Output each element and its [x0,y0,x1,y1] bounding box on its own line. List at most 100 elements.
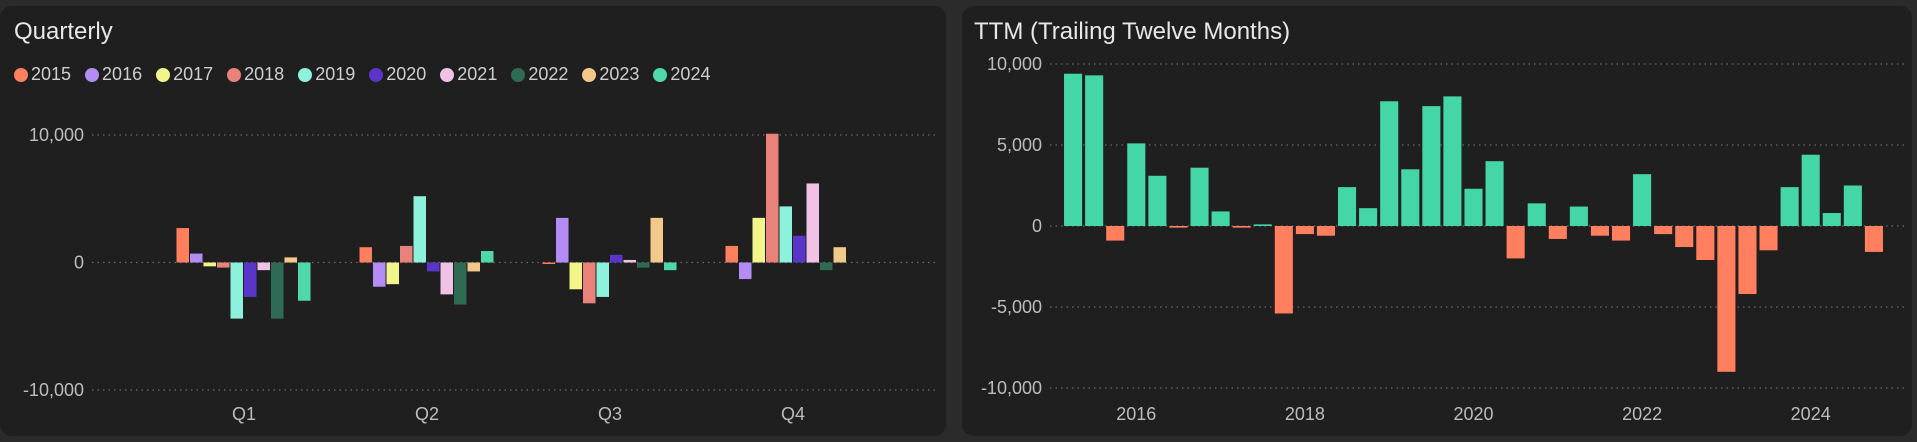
ttm-bar[interactable] [1590,226,1609,236]
ttm-bar[interactable] [1211,211,1230,226]
bar-Q1-2019[interactable] [230,262,244,319]
ttm-bar[interactable] [1064,73,1083,226]
ttm-bar[interactable] [1527,203,1546,226]
ttm-bar[interactable] [1843,185,1862,227]
legend-item-2023[interactable]: 2023 [582,64,639,85]
ttm-bar[interactable] [1316,226,1336,236]
x-tick-label: 2022 [1622,404,1662,424]
bar-Q1-2020[interactable] [244,262,257,297]
bar-Q4-2016[interactable] [739,262,752,280]
bar-Q3-2020[interactable] [610,254,623,263]
x-tick-label: 2016 [1116,404,1156,424]
bar-Q2-2024[interactable] [481,251,494,263]
legend-swatch [582,67,597,82]
bar-Q1-2017[interactable] [203,262,217,267]
ttm-bar[interactable] [1380,101,1399,226]
bar-Q4-2018[interactable] [766,133,779,263]
ttm-bar[interactable] [1822,213,1841,226]
ttm-bar[interactable] [1485,161,1504,226]
bar-Q2-2021[interactable] [440,262,454,295]
bar-Q2-2016[interactable] [373,262,386,287]
y-tick-label: 10,000 [29,125,84,145]
bar-Q2-2015[interactable] [359,247,373,263]
legend-label: 2024 [670,64,711,84]
legend-item-2024[interactable]: 2024 [653,64,710,85]
bar-Q2-2019[interactable] [413,196,427,263]
bar-Q4-2022[interactable] [820,262,833,271]
bar-Q1-2018[interactable] [217,262,230,268]
ttm-bar[interactable] [1359,208,1378,226]
ttm-bar[interactable] [1443,96,1462,227]
ttm-bar[interactable] [1759,226,1778,251]
bar-Q3-2015[interactable] [542,262,556,265]
legend-swatch [653,67,668,82]
ttm-bar[interactable] [1338,187,1357,226]
ttm-bar[interactable] [1148,175,1167,226]
bar-Q4-2015[interactable] [725,245,739,263]
ttm-bar[interactable] [1127,143,1146,226]
ttm-bar[interactable] [1675,226,1694,248]
bar-Q3-2022[interactable] [637,262,650,268]
ttm-bar[interactable] [1611,226,1631,241]
bar-Q2-2020[interactable] [427,262,440,272]
ttm-bar[interactable] [1085,75,1104,226]
bar-Q2-2023[interactable] [467,262,481,272]
ttm-bar[interactable] [1106,226,1125,241]
legend-item-2021[interactable]: 2021 [440,64,497,85]
ttm-bar[interactable] [1548,226,1567,239]
bar-Q1-2015[interactable] [176,228,190,263]
bar-Q3-2024[interactable] [664,262,677,271]
bar-Q1-2024[interactable] [298,262,311,301]
legend-item-2017[interactable]: 2017 [156,64,213,85]
bar-Q4-2017[interactable] [752,217,766,263]
ttm-bar[interactable] [1232,226,1251,228]
bar-Q3-2017[interactable] [569,262,583,290]
ttm-bar[interactable] [1295,226,1314,235]
y-tick-label: -5,000 [991,297,1042,317]
ttm-bar[interactable] [1864,226,1883,252]
bar-Q1-2021[interactable] [257,262,271,271]
bar-Q4-2021[interactable] [806,183,820,263]
ttm-bar[interactable] [1274,226,1293,314]
bar-Q4-2019[interactable] [779,206,793,263]
ttm-bar[interactable] [1801,154,1820,226]
ttm-bar[interactable] [1696,226,1715,261]
ttm-bar[interactable] [1190,167,1209,226]
quarterly-chart: -10,000 0 10,000 Q1 Q2 Q3 Q4 [23,125,936,424]
bar-Q4-2020[interactable] [793,235,806,263]
ttm-bar[interactable] [1169,226,1188,228]
bar-Q2-2022[interactable] [454,262,467,305]
legend-item-2019[interactable]: 2019 [298,64,355,85]
legend-swatch [298,67,313,82]
ttm-bar[interactable] [1569,206,1588,226]
ttm-bar[interactable] [1506,226,1525,259]
ttm-bar[interactable] [1401,169,1420,226]
bar-Q1-2022[interactable] [271,262,284,319]
ttm-bar[interactable] [1780,187,1799,226]
bar-Q4-2023[interactable] [833,247,847,263]
legend-item-2022[interactable]: 2022 [511,64,568,85]
bar-Q1-2023[interactable] [284,257,298,263]
ttm-bar[interactable] [1654,226,1673,235]
bar-Q3-2016[interactable] [556,217,569,263]
x-tick-label: 2024 [1791,404,1831,424]
legend-item-2020[interactable]: 2020 [369,64,426,85]
bar-Q3-2021[interactable] [623,259,637,263]
legend-item-2016[interactable]: 2016 [85,64,142,85]
ttm-panel: TTM (Trailing Twelve Months) -10,000 -5,0… [962,6,1912,436]
ttm-bar[interactable] [1738,226,1757,295]
bar-Q3-2019[interactable] [596,262,610,297]
ttm-bar[interactable] [1422,106,1441,226]
bar-Q2-2017[interactable] [386,262,400,285]
bar-Q2-2018[interactable] [400,245,413,263]
ttm-bar[interactable] [1633,174,1652,226]
bar-Q3-2018[interactable] [583,262,596,304]
ttm-bar[interactable] [1717,226,1736,372]
legend-item-2015[interactable]: 2015 [14,64,71,85]
ttm-title: TTM (Trailing Twelve Months) [974,18,1291,45]
bar-Q1-2016[interactable] [190,253,203,263]
legend-item-2018[interactable]: 2018 [227,64,284,85]
ttm-bar[interactable] [1253,224,1272,226]
ttm-bar[interactable] [1464,188,1483,226]
bar-Q3-2023[interactable] [650,217,664,263]
